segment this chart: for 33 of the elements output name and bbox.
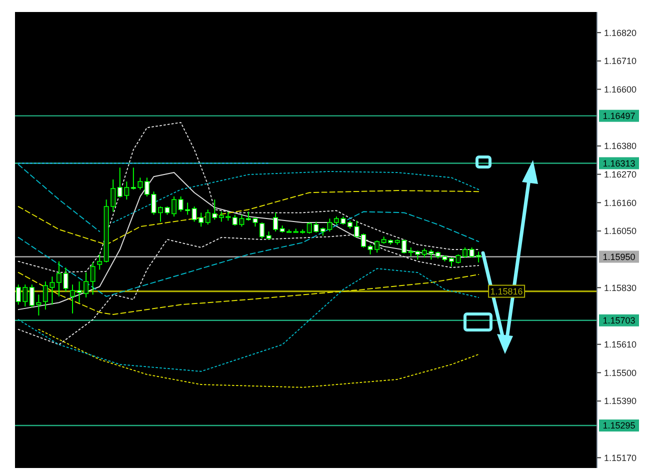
- candlestick: [70, 284, 76, 314]
- line-series: [38, 328, 480, 388]
- candlestick: [449, 257, 454, 268]
- line-series: [18, 272, 480, 315]
- candlestick: [158, 206, 163, 222]
- y-tick-label: 1.16600: [604, 84, 637, 94]
- y-tick-label: 1.16380: [604, 141, 637, 152]
- ref-line-label: 1.15703: [602, 316, 636, 326]
- ref-line-label: 1.16497: [602, 110, 636, 121]
- line-series: [18, 268, 480, 372]
- ref-line-label: 1.15816: [490, 286, 523, 296]
- y-tick-label: 1.15170: [604, 452, 637, 463]
- candlestick: [90, 262, 96, 296]
- y-tick-label: 1.16820: [604, 28, 637, 38]
- ref-line-label: 1.15950: [602, 252, 636, 262]
- line-series: [18, 190, 480, 246]
- y-tick-label: 1.16050: [604, 226, 637, 236]
- ref-line-label: 1.16313: [602, 158, 636, 168]
- candlestick: [273, 212, 278, 232]
- candlestick: [63, 267, 68, 292]
- y-tick-label: 1.15610: [604, 339, 637, 350]
- line-series: [18, 211, 480, 297]
- y-tick-label: 1.16710: [604, 56, 637, 66]
- y-tick-label: 1.15500: [604, 368, 637, 378]
- y-tick-label: 1.15830: [604, 282, 637, 293]
- y-tick-label: 1.15390: [604, 396, 637, 406]
- y-tick-label: 1.16270: [604, 169, 637, 180]
- candlestick: [56, 260, 62, 297]
- line-series: [112, 170, 480, 223]
- y-tick-label: 1.16160: [604, 198, 637, 208]
- ref-line-label: 1.15295: [602, 420, 636, 431]
- candlestick: [97, 254, 102, 270]
- candlestick: [260, 222, 265, 239]
